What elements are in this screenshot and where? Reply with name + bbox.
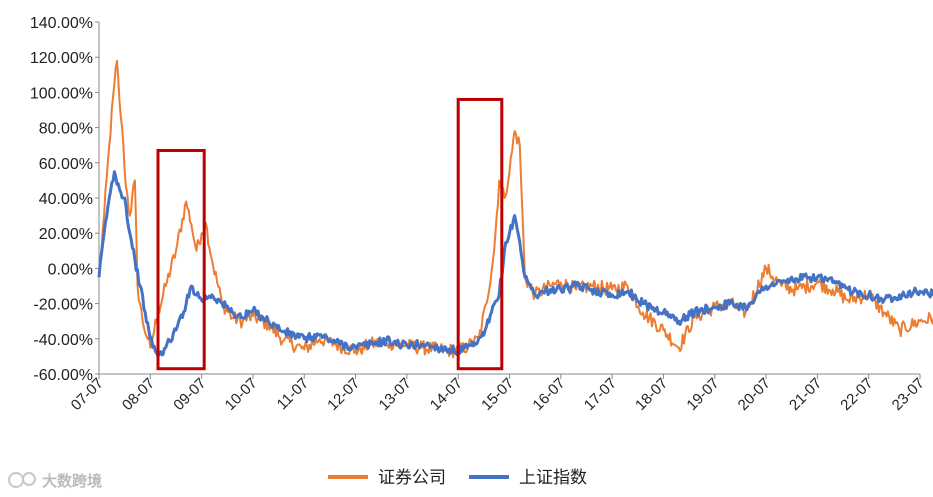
x-tick-label: 10-07 bbox=[222, 375, 261, 414]
x-tick-label: 23-07 bbox=[889, 375, 928, 414]
x-tick-label: 22-07 bbox=[837, 375, 876, 414]
series-layer bbox=[97, 59, 933, 359]
y-tick-label: 80.00% bbox=[39, 121, 93, 138]
x-tick-label: 09-07 bbox=[170, 375, 209, 414]
y-tick-label: 0.00% bbox=[48, 261, 93, 278]
x-tick-label: 16-07 bbox=[529, 375, 568, 414]
watermark-logo-icon-ring bbox=[22, 472, 36, 486]
x-tick-label: 15-07 bbox=[478, 375, 517, 414]
y-tick-label: 40.00% bbox=[39, 191, 93, 208]
series-line-1 bbox=[98, 59, 933, 359]
series-line-2 bbox=[97, 170, 933, 358]
watermark-logo-icon bbox=[8, 472, 24, 488]
y-tick-label: 100.00% bbox=[30, 85, 93, 102]
x-tick-label: 18-07 bbox=[632, 375, 671, 414]
legend: 证券公司 上证指数 bbox=[328, 468, 587, 488]
x-tick-label: 08-07 bbox=[119, 375, 158, 414]
highlight-box-1 bbox=[156, 148, 206, 371]
highlight-boxes bbox=[156, 97, 504, 371]
plot-area: 140.00% 120.00% 100.00% 80.00% 60.00% 40.00% 2… bbox=[30, 15, 933, 414]
y-tick-label: -60.00% bbox=[33, 367, 93, 384]
x-tick-label: 17-07 bbox=[581, 375, 620, 414]
x-tick-labels: 07-07 08-07 09-07 10-07 11-07 12-07 13-07 14-07… bbox=[68, 374, 928, 414]
x-tick-label: 13-07 bbox=[376, 375, 415, 414]
x-tick-label: 19-07 bbox=[683, 375, 722, 414]
legend-label-series-2: 上证指数 bbox=[519, 468, 587, 488]
y-tick-label: -40.00% bbox=[33, 332, 93, 349]
y-tick-label: -20.00% bbox=[33, 297, 93, 314]
y-tick-labels: 140.00% 120.00% 100.00% 80.00% 60.00% 40.00% 2… bbox=[30, 15, 99, 384]
y-tick-label: 140.00% bbox=[30, 15, 93, 32]
x-tick-label: 14-07 bbox=[427, 375, 466, 414]
watermark: 大数跨境 bbox=[8, 472, 102, 490]
y-tick-label: 60.00% bbox=[39, 156, 93, 173]
x-tick-label: 12-07 bbox=[324, 375, 363, 414]
x-tick-label: 11-07 bbox=[274, 375, 312, 413]
y-tick-label: 120.00% bbox=[30, 50, 93, 67]
watermark-text: 大数跨境 bbox=[42, 472, 102, 490]
highlight-box-2 bbox=[456, 97, 504, 371]
legend-label-series-1: 证券公司 bbox=[378, 468, 446, 488]
x-tick-label: 20-07 bbox=[735, 375, 774, 414]
y-tick-label: 20.00% bbox=[39, 226, 93, 243]
x-tick-label: 21-07 bbox=[786, 375, 825, 414]
